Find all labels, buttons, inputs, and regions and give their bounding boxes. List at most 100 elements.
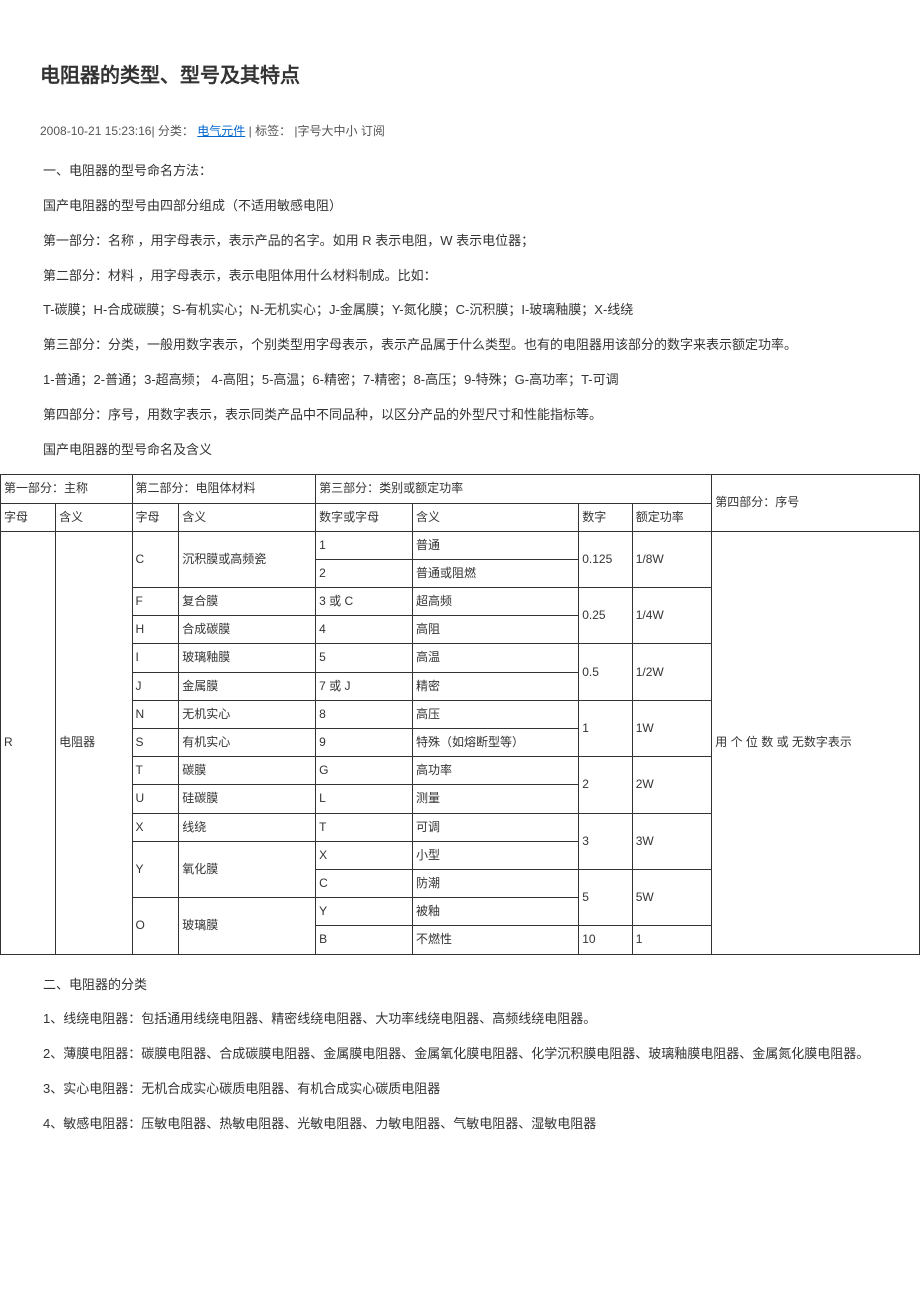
paragraph-5: T-碳膜；H-合成碳膜；S-有机实心；N-无机实心；J-金属膜；Y-氮化膜；C-… [40,300,880,321]
part3-code: Y [316,898,413,926]
part3-meaning: 防潮 [412,869,578,897]
part2-meaning: 氧化膜 [179,841,316,897]
part3-code: 7 或 J [316,672,413,700]
header-part2: 第二部分：电阻体材料 [132,475,316,503]
part3-code: 9 [316,729,413,757]
part3-meaning: 精密 [412,672,578,700]
power-num: 10 [579,926,633,954]
part3-code: 1 [316,531,413,559]
power-num: 0.5 [579,644,633,700]
power-val: 2W [632,757,712,813]
power-num: 0.25 [579,588,633,644]
meta-category-label: 分类： [158,124,194,138]
part3-code: L [316,785,413,813]
part3-meaning: 普通或阻燃 [412,559,578,587]
header-part1: 第一部分：主称 [1,475,133,503]
part2-meaning: 合成碳膜 [179,616,316,644]
part3-meaning: 高功率 [412,757,578,785]
header-part4: 第四部分：序号 [712,475,920,531]
part3-code: 8 [316,700,413,728]
paragraph-6: 第三部分：分类，一般用数字表示，个别类型用字母表示，表示产品属于什么类型。也有的… [40,335,880,356]
part2-letter: I [132,644,179,672]
part3-meaning: 普通 [412,531,578,559]
power-val: 1/4W [632,588,712,644]
paragraph-7: 1-普通；2-普通；3-超高频； 4-高阻；5-高温；6-精密；7-精密；8-高… [40,370,880,391]
part2-meaning: 玻璃釉膜 [179,644,316,672]
header-rated-power: 额定功率 [632,503,712,531]
power-num: 5 [579,869,633,925]
part3-code: 5 [316,644,413,672]
paragraph-13: 3、实心电阻器：无机合成实心碳质电阻器、有机合成实心碳质电阻器 [40,1079,880,1100]
header-meaning-3: 含义 [412,503,578,531]
part2-letter: O [132,898,179,954]
header-num-or-letter: 数字或字母 [316,503,413,531]
part3-code: T [316,813,413,841]
part2-letter: U [132,785,179,813]
part2-meaning: 复合膜 [179,588,316,616]
category-link[interactable]: 电气元件 [197,124,245,138]
part3-code: B [316,926,413,954]
part1-meaning-cell: 电阻器 [56,531,132,954]
table-header-row-1: 第一部分：主称 第二部分：电阻体材料 第三部分：类别或额定功率 第四部分：序号 [1,475,920,503]
part2-letter: C [132,531,179,587]
part3-meaning: 可调 [412,813,578,841]
part3-code: X [316,841,413,869]
part2-letter: T [132,757,179,785]
part2-meaning: 硅碳膜 [179,785,316,813]
paragraph-8: 第四部分：序号，用数字表示，表示同类产品中不同品种，以区分产品的外型尺寸和性能指… [40,405,880,426]
paragraph-10: 二、电阻器的分类 [40,975,880,996]
part4-meaning-cell: 用 个 位 数 或 无数字表示 [712,531,920,954]
part2-letter: N [132,700,179,728]
power-val: 1W [632,700,712,756]
part3-code: 4 [316,616,413,644]
paragraph-4: 第二部分：材料 ，用字母表示，表示电阻体用什么材料制成。比如： [40,266,880,287]
part3-meaning: 测量 [412,785,578,813]
part2-meaning: 金属膜 [179,672,316,700]
meta-font-label: 字号大中小 订阅 [298,124,385,138]
part3-code: C [316,869,413,897]
part3-meaning: 高温 [412,644,578,672]
power-num: 2 [579,757,633,813]
part2-letter: H [132,616,179,644]
table-row: R 电阻器 C 沉积膜或高频瓷 1 普通 0.125 1/8W 用 个 位 数 … [1,531,920,559]
part3-code: G [316,757,413,785]
header-letter-2: 字母 [132,503,179,531]
part2-meaning: 碳膜 [179,757,316,785]
part3-meaning: 高压 [412,700,578,728]
part2-letter: J [132,672,179,700]
part2-letter: S [132,729,179,757]
resistor-naming-table: 第一部分：主称 第二部分：电阻体材料 第三部分：类别或额定功率 第四部分：序号 … [0,474,920,954]
power-val: 3W [632,813,712,869]
meta-line: 2008-10-21 15:23:16| 分类： 电气元件 | 标签： |字号大… [40,122,880,141]
power-val: 5W [632,869,712,925]
meta-tags-label: 标签： [255,124,291,138]
power-num: 1 [579,700,633,756]
paragraph-2: 国产电阻器的型号由四部分组成（不适用敏感电阻） [40,196,880,217]
part3-code: 3 或 C [316,588,413,616]
paragraph-14: 4、敏感电阻器：压敏电阻器、热敏电阻器、光敏电阻器、力敏电阻器、气敏电阻器、湿敏… [40,1114,880,1135]
part3-meaning: 超高频 [412,588,578,616]
part3-code: 2 [316,559,413,587]
paragraph-9: 国产电阻器的型号命名及含义 [40,440,880,461]
header-meaning-2: 含义 [179,503,316,531]
part2-meaning: 线绕 [179,813,316,841]
part2-meaning: 玻璃膜 [179,898,316,954]
power-num: 3 [579,813,633,869]
page-title: 电阻器的类型、型号及其特点 [40,60,880,92]
power-num: 0.125 [579,531,633,587]
part2-letter: X [132,813,179,841]
header-meaning-1: 含义 [56,503,132,531]
part3-meaning: 小型 [412,841,578,869]
header-number: 数字 [579,503,633,531]
part1-letter-cell: R [1,531,56,954]
part3-meaning: 不燃性 [412,926,578,954]
paragraph-11: 1、线绕电阻器：包括通用线绕电阻器、精密线绕电阻器、大功率线绕电阻器、高频线绕电… [40,1009,880,1030]
part2-meaning: 有机实心 [179,729,316,757]
power-val: 1 [632,926,712,954]
part3-meaning: 被釉 [412,898,578,926]
header-letter-1: 字母 [1,503,56,531]
power-val: 1/2W [632,644,712,700]
paragraph-3: 第一部分：名称 ，用字母表示，表示产品的名字。如用 R 表示电阻，W 表示电位器… [40,231,880,252]
part3-meaning: 高阻 [412,616,578,644]
part2-meaning: 无机实心 [179,700,316,728]
